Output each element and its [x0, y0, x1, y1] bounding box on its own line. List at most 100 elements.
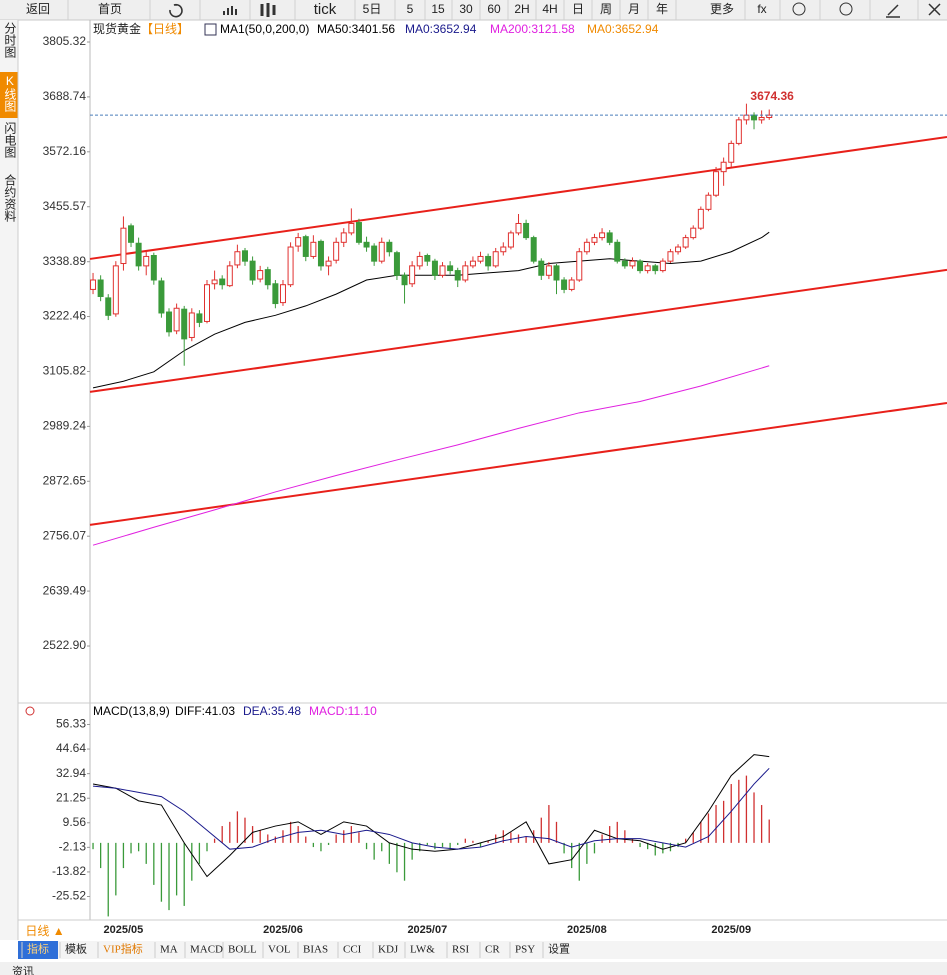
refresh-icon — [169, 3, 183, 18]
candle-body — [720, 161, 727, 173]
candle-body — [302, 236, 309, 257]
candle-body — [173, 307, 180, 332]
sidebar-active — [0, 72, 18, 118]
candle-body — [599, 232, 606, 239]
candle-body — [150, 255, 157, 281]
trend-line — [89, 401, 947, 526]
candle-body — [295, 237, 302, 247]
indicator-tab[interactable]: MACD — [190, 944, 223, 956]
indicator-tab[interactable]: 设置 — [548, 943, 570, 956]
candle-body — [371, 245, 378, 262]
candle-body — [234, 251, 241, 266]
candle-body — [317, 240, 324, 267]
candle-body — [614, 241, 621, 262]
candle-body — [416, 255, 423, 267]
y-tick-label: 3455.57 — [43, 199, 87, 213]
moving-average — [92, 365, 770, 546]
candle-body — [492, 251, 499, 267]
indicator-tab[interactable]: KDJ — [378, 944, 399, 956]
indicator-tab[interactable]: RSI — [452, 944, 469, 956]
macd-line — [92, 754, 770, 878]
indicator-tab[interactable]: VOL — [268, 944, 291, 956]
candle-body — [386, 241, 393, 253]
indicator-tab[interactable]: 模板 — [65, 942, 87, 956]
candle-body — [333, 241, 340, 261]
sidebar-tab[interactable]: 合约资料 — [3, 173, 17, 222]
candle-body — [644, 265, 651, 272]
candle-body — [120, 227, 127, 265]
y-tick-label: -13.82 — [52, 864, 86, 878]
candle-body — [728, 142, 735, 163]
trend-line — [89, 268, 947, 393]
toolbar-button[interactable]: tick — [314, 1, 337, 18]
toolbar-button[interactable]: 2H — [514, 2, 529, 16]
indicator-tab[interactable]: LW& — [410, 944, 435, 956]
candle-body — [682, 237, 689, 248]
candle-body — [325, 260, 332, 267]
footer-tab[interactable]: 资讯 — [12, 965, 34, 975]
macd-icon — [25, 706, 35, 716]
y-tick-label: -25.52 — [52, 889, 86, 903]
candle-body — [637, 260, 644, 272]
candle-body — [135, 242, 142, 267]
toolbar-button[interactable]: fx — [757, 2, 766, 16]
x-tick-label: 2025/05 — [104, 924, 144, 936]
y-tick-label: 3572.16 — [43, 144, 87, 158]
toolbar-button[interactable]: 返回 — [26, 2, 50, 16]
candle-body — [705, 194, 712, 210]
candle-body — [393, 252, 400, 276]
period-button[interactable]: 日线 ▲ — [25, 924, 64, 938]
indicator-tab[interactable]: CCI — [343, 944, 362, 956]
legend-text: MACD:11.10 — [309, 704, 377, 718]
candle-body — [735, 119, 742, 144]
y-tick-label: -2.13 — [59, 840, 87, 854]
toolbar-button[interactable]: 30 — [459, 2, 473, 16]
candle-body — [439, 265, 446, 276]
toolbar-button[interactable]: 周 — [600, 2, 612, 16]
legend-text: MA1(50,0,200,0) — [220, 22, 309, 36]
indicator-tab[interactable]: PSY — [515, 944, 535, 956]
toolbar-button[interactable]: 更多 — [710, 2, 734, 16]
indicator-tab[interactable]: CR — [485, 944, 500, 956]
sidebar-tab[interactable]: K线图 — [3, 74, 17, 112]
indicator-tab[interactable]: BOLL — [228, 944, 257, 956]
candle-body — [310, 241, 317, 257]
zoom-in-icon — [839, 2, 853, 16]
y-tick-label: 44.64 — [56, 741, 86, 755]
candle-body — [257, 270, 264, 280]
toolbar-button[interactable]: 15 — [431, 2, 445, 16]
toolbar-button[interactable]: 年 — [656, 2, 668, 16]
candle-body — [477, 255, 484, 262]
candle-body — [211, 279, 218, 285]
candle-body — [181, 308, 188, 340]
y-tick-label: 2756.07 — [43, 528, 87, 542]
toolbar-button[interactable]: 首页 — [98, 2, 122, 16]
candle-body — [553, 265, 560, 281]
indicator-tab[interactable]: BIAS — [303, 944, 328, 956]
zoom-out-icon — [792, 2, 806, 16]
toolbar-button[interactable]: 4H — [542, 2, 557, 16]
candle-body — [363, 241, 370, 248]
footer-bg — [0, 962, 947, 975]
toolbar-button[interactable]: 月 — [628, 2, 640, 16]
y-tick-label: 2989.24 — [43, 419, 87, 433]
toolbar-button[interactable]: 日 — [572, 2, 584, 16]
y-tick-label: 2639.49 — [43, 583, 87, 597]
candle-body — [667, 251, 674, 262]
toolbar-button[interactable]: 5日 — [363, 2, 382, 16]
candle-body — [219, 278, 226, 286]
sidebar-tab[interactable]: 闪电图 — [3, 122, 17, 158]
candle-body — [204, 284, 211, 322]
toolbar-button[interactable]: 5 — [407, 2, 414, 16]
indicator-tab[interactable]: MA — [160, 944, 178, 956]
candle-body — [462, 265, 469, 281]
candle-body — [447, 265, 454, 272]
sidebar-tab[interactable]: 分时图 — [3, 22, 17, 58]
sidebar-bg — [0, 20, 18, 940]
toolbar-button[interactable]: 60 — [487, 2, 501, 16]
tab-active — [18, 941, 58, 959]
indicator-tab[interactable]: 指标 — [27, 942, 49, 956]
indicator-tab[interactable]: VIP指标 — [103, 942, 143, 956]
x-tick-label: 2025/06 — [263, 924, 303, 936]
candle-body — [97, 279, 104, 297]
